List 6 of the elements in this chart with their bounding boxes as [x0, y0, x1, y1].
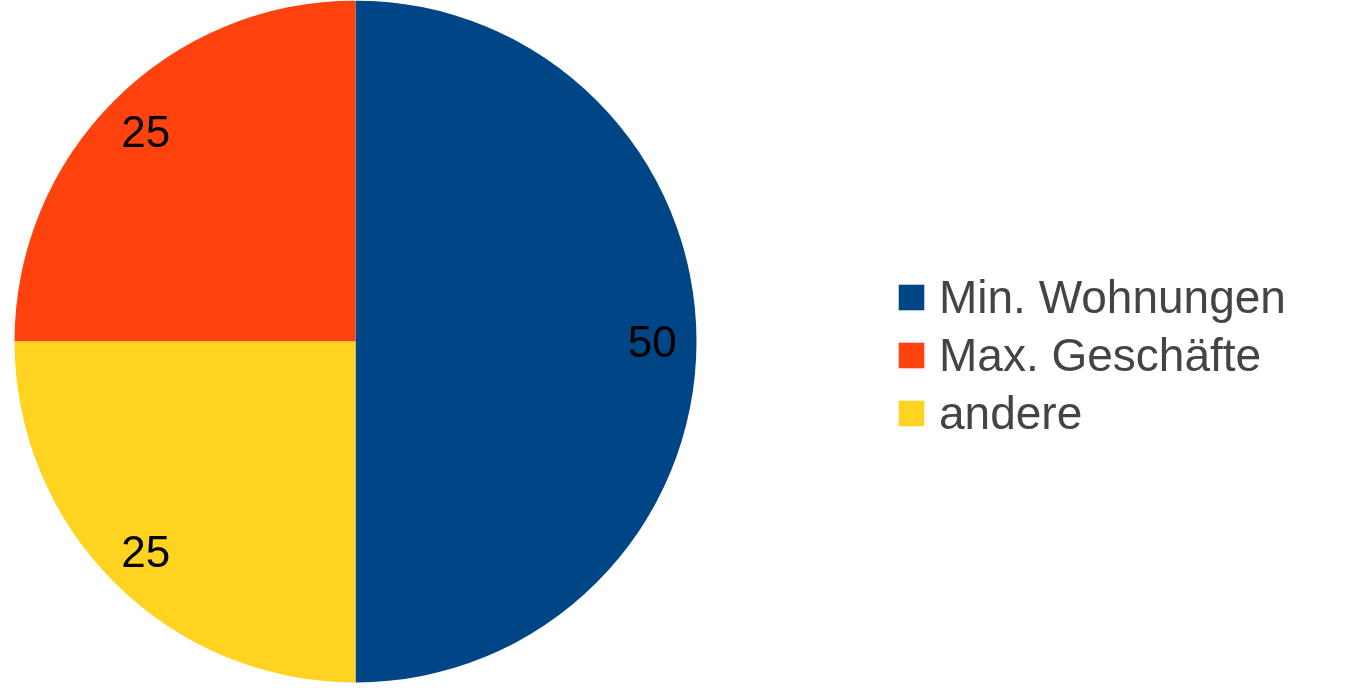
data-label: 25 [121, 526, 171, 576]
data-label: 50 [627, 317, 677, 366]
data-label: 25 [121, 107, 171, 157]
legend-label: Min. Wohnungen [939, 270, 1286, 324]
legend-label: andere [939, 386, 1083, 440]
legend-label: Max. Geschäfte [939, 328, 1262, 382]
